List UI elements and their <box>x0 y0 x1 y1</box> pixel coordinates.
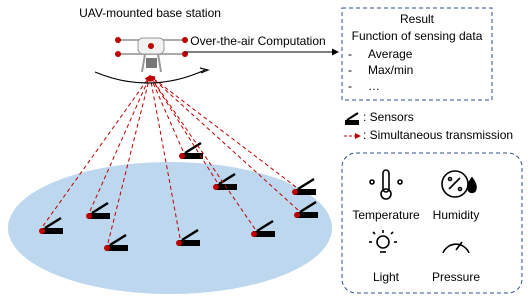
drone-label: UAV-mounted base station <box>79 6 221 20</box>
result-item: Average <box>368 47 413 61</box>
result-item: … <box>368 79 380 93</box>
sensor-led <box>179 153 185 159</box>
sensor-type: Light <box>373 270 400 284</box>
legend-sensors: : Sensors <box>363 110 414 124</box>
sensor-led <box>251 231 257 237</box>
transmission-link <box>150 76 183 151</box>
result-bullet: - <box>348 79 352 93</box>
result-title: Result <box>400 12 435 26</box>
sensor-led <box>39 228 45 234</box>
sensor-led <box>104 245 110 251</box>
link-label: Over-the-air Computation <box>190 34 325 48</box>
sensor-type: Humidity <box>433 208 480 222</box>
sensor-led <box>294 212 300 218</box>
legend-transmission: : Simultaneous transmission <box>363 128 513 142</box>
sensor-led <box>292 189 298 195</box>
sensor-led <box>176 240 182 246</box>
result-item: Max/min <box>368 63 413 77</box>
result-bullet: - <box>348 47 352 61</box>
sensor-type-labels: Temperature Humidity Light Pressure <box>352 208 480 284</box>
diagram: UAV-mounted base station Over-the-air Co… <box>0 0 528 297</box>
sensor-led <box>213 184 219 190</box>
sensor-antenna <box>298 179 314 189</box>
sensor-led <box>86 213 92 219</box>
result-items: - Average - Max/min - … <box>348 47 413 93</box>
sensor-type: Pressure <box>432 270 480 284</box>
sensor-type: Temperature <box>352 208 420 222</box>
result-subtitle: Function of sensing data <box>352 29 483 43</box>
legend-sensor-icon <box>345 113 359 125</box>
result-bullet: - <box>348 63 352 77</box>
